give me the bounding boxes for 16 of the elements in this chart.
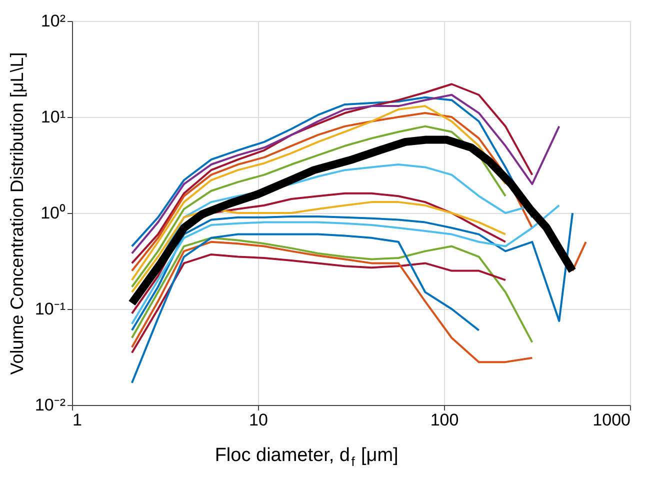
- line-series: [130, 83, 534, 264]
- y-tick-label: 10⁻²: [34, 396, 66, 414]
- x-tick-label: 100: [430, 410, 459, 430]
- y-tick-label: 10⁰: [40, 204, 66, 222]
- x-tick-label: 1000: [592, 410, 630, 430]
- line-series: [130, 253, 506, 354]
- y-tick-label: 10¹: [40, 108, 66, 126]
- x-tick-label: 10: [249, 410, 268, 430]
- line-series: [130, 236, 534, 344]
- x-tick-label: 1: [72, 410, 82, 430]
- line-series: [130, 233, 480, 384]
- y-tick-label: 10²: [40, 12, 66, 30]
- y-axis-title: Volume Concentration Distribution [μL\L]: [6, 52, 27, 375]
- line-series: [130, 240, 534, 364]
- y-tick-label: 10⁻¹: [34, 300, 66, 318]
- line-series: [130, 201, 506, 294]
